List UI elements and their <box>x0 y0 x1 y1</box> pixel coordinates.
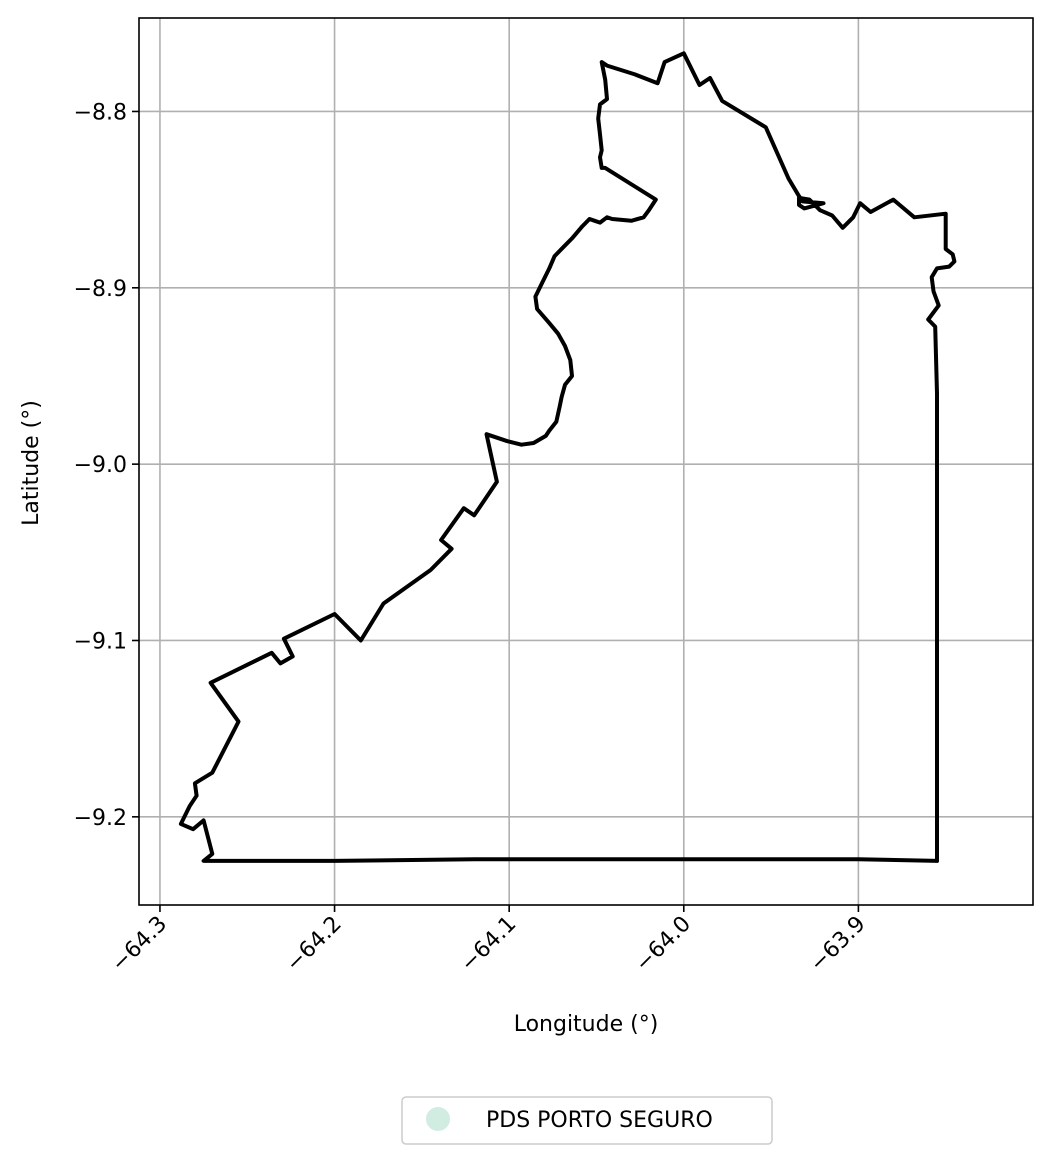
y-tick-label: −9.1 <box>74 629 127 654</box>
y-axis-ticks: −8.8 −8.9 −9.0 −9.1 −9.2 <box>74 100 139 831</box>
legend-marker <box>426 1107 450 1131</box>
legend-box <box>401 1096 773 1145</box>
plot-frame <box>138 17 1034 906</box>
gridlines <box>139 18 1033 905</box>
y-tick-label: −8.8 <box>74 100 127 125</box>
y-tick-label: −8.9 <box>74 277 127 302</box>
y-axis-label: Latitude (°) <box>19 400 44 526</box>
legend-label: PDS PORTO SEGURO <box>486 1108 713 1133</box>
y-tick-label: −9.0 <box>74 453 127 478</box>
boundary-outline <box>178 51 957 863</box>
x-axis-label: Longitude (°) <box>514 1012 659 1037</box>
y-tick-label: −9.2 <box>74 806 127 831</box>
legend: PDS PORTO SEGURO <box>401 1096 773 1145</box>
